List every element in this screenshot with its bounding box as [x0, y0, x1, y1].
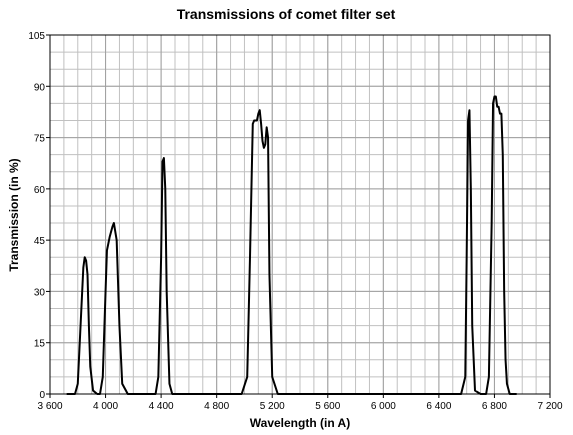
- y-tick-label: 45: [34, 236, 46, 247]
- y-tick-label: 105: [28, 31, 45, 42]
- y-tick-label: 75: [34, 134, 46, 145]
- y-tick-label: 0: [39, 390, 45, 401]
- y-tick-label: 15: [34, 339, 46, 350]
- y-tick-label: 90: [34, 82, 46, 93]
- x-axis-title: Wavelength (in A): [250, 416, 350, 430]
- x-tick-label: 7 200: [537, 401, 562, 412]
- data-line: [66, 95, 517, 395]
- x-tick-label: 4 000: [93, 401, 118, 412]
- x-tick-label: 3 600: [37, 401, 62, 412]
- x-tick-label: 5 200: [260, 401, 285, 412]
- y-tick-label: 60: [34, 185, 46, 196]
- y-tick-label: 30: [34, 287, 46, 298]
- chart-title: Transmissions of comet filter set: [177, 6, 396, 22]
- x-tick-label: 6 800: [482, 401, 507, 412]
- y-axis-title: Transmission (in %): [7, 158, 21, 271]
- x-tick-label: 4 400: [149, 401, 174, 412]
- x-tick-label: 5 600: [315, 401, 340, 412]
- x-tick-label: 6 000: [371, 401, 396, 412]
- x-tick-label: 6 400: [426, 401, 451, 412]
- x-tick-label: 4 800: [204, 401, 229, 412]
